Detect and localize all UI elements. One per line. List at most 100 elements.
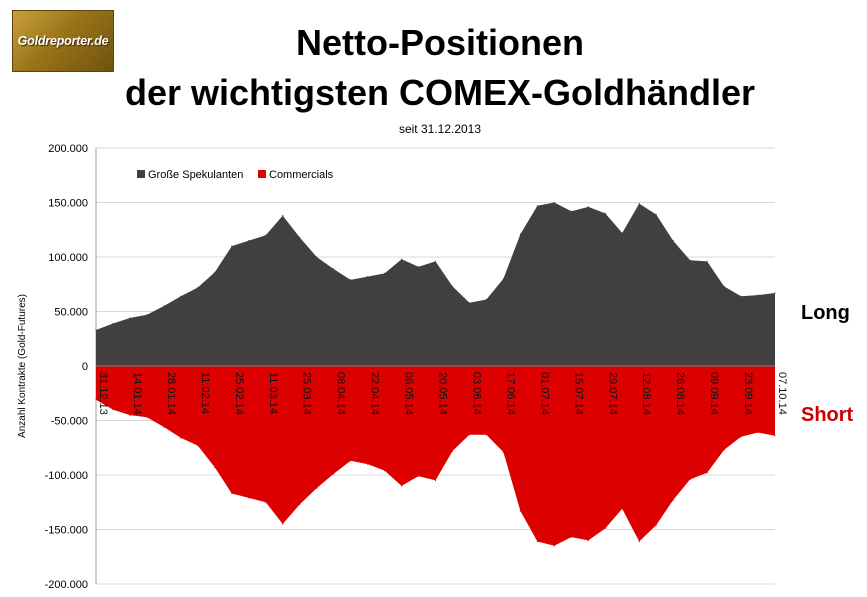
x-tick-label: 06.05.14 <box>403 372 415 415</box>
x-tick-label: 07.10.14 <box>776 372 788 415</box>
x-tick-label: 22.04.14 <box>369 372 381 415</box>
spekulanten-point <box>740 295 742 297</box>
x-tick-label: 17.06.14 <box>504 372 516 415</box>
commercials-point <box>621 508 623 510</box>
commercials-point <box>129 414 131 416</box>
y-tick-label: -100.000 <box>45 470 88 482</box>
commercials-point <box>265 501 267 503</box>
commercials-point <box>350 460 352 462</box>
y-tick-label: -50.000 <box>51 416 88 428</box>
spekulanten-point <box>587 206 589 208</box>
spekulanten-point <box>723 285 725 287</box>
spekulanten-point <box>112 322 114 325</box>
spekulanten-point <box>248 240 250 242</box>
spekulanten-point <box>180 295 182 297</box>
spekulanten-point <box>621 232 623 234</box>
spekulanten-point <box>638 203 640 205</box>
spekulanten-point <box>757 294 759 296</box>
legend-swatch-commercials <box>258 170 266 178</box>
spekulanten-point <box>95 329 97 331</box>
commercials-point <box>536 540 539 543</box>
commercials-point <box>434 479 437 481</box>
spekulanten-point <box>502 278 504 280</box>
y-tick-label: -150.000 <box>45 525 88 537</box>
logo-text: Goldreporter.de <box>17 34 109 48</box>
x-tick-label: 25.02.14 <box>233 372 245 415</box>
commercials-point <box>706 472 708 474</box>
commercials-point <box>570 536 572 538</box>
x-tick-label: 03.06.14 <box>470 372 482 415</box>
spekulanten-point <box>214 271 216 273</box>
y-tick-label: 100.000 <box>48 252 88 264</box>
spekulanten-point <box>129 317 131 319</box>
x-tick-label: 28.01.14 <box>165 372 177 415</box>
y-tick-label: 150.000 <box>48 198 88 210</box>
commercials-point <box>723 449 725 451</box>
commercials-point <box>655 524 657 526</box>
commercials-point <box>604 527 606 530</box>
spekulanten-point <box>570 210 572 212</box>
spekulanten-point <box>519 233 522 235</box>
spekulanten-point <box>401 258 403 260</box>
spekulanten-point <box>485 298 487 301</box>
spekulanten-point <box>417 266 420 268</box>
spekulanten-point <box>468 302 470 304</box>
x-tick-label: 11.03.14 <box>267 372 279 414</box>
x-tick-label: 11.02.14 <box>199 372 211 414</box>
spekulanten-point <box>333 268 335 270</box>
commercials-point <box>401 485 403 487</box>
x-tick-label: 15.07.14 <box>572 372 584 415</box>
commercials-point <box>553 545 555 547</box>
commercials-point <box>757 431 759 434</box>
spekulanten-point <box>231 245 233 247</box>
commercials-point <box>672 499 674 501</box>
legend-label-commercials: Commercials <box>269 169 334 181</box>
spekulanten-point <box>536 205 539 207</box>
chart-title-line2: der wichtigsten COMEX-Goldhändler <box>124 72 756 113</box>
commercials-point <box>231 492 233 495</box>
legend-swatch-spekulanten <box>137 170 145 178</box>
spekulanten-point <box>706 260 708 262</box>
commercials-point <box>638 540 640 543</box>
x-tick-label: 08.04.14 <box>335 372 347 415</box>
spekulanten-point <box>146 314 148 316</box>
spekulanten-point <box>265 234 267 236</box>
commercials-point <box>248 497 250 499</box>
short-label: Short <box>801 404 854 426</box>
commercials-point <box>384 470 386 472</box>
spekulanten-point <box>197 286 199 289</box>
commercials-point <box>214 466 216 468</box>
spekulanten-point <box>350 279 352 281</box>
spekulanten-point <box>655 213 657 216</box>
commercials-point <box>95 399 97 401</box>
legend-label-spekulanten: Große Spekulanten <box>148 169 243 181</box>
spekulanten-point <box>451 285 454 287</box>
x-tick-label: 23.09.14 <box>742 372 754 415</box>
commercials-point <box>163 426 165 428</box>
commercials-point <box>417 475 420 477</box>
chart-subtitle: seit 31.12.2013 <box>398 122 482 136</box>
goldreporter-logo: Goldreporter.de <box>12 10 114 72</box>
spekulanten-point <box>604 212 606 214</box>
spekulanten-point <box>282 215 284 217</box>
commercials-point <box>740 436 742 438</box>
commercials-point <box>502 451 504 453</box>
commercials-point <box>587 539 589 542</box>
x-tick-label: 01.07.14 <box>538 372 550 415</box>
spekulanten-area <box>96 202 775 366</box>
spekulanten-point <box>774 292 776 294</box>
commercials-point <box>333 473 335 475</box>
spekulanten-point <box>434 260 437 262</box>
commercials-point <box>774 435 776 437</box>
spekulanten-point <box>316 256 318 258</box>
y-tick-label: 0 <box>82 361 88 373</box>
spekulanten-point <box>367 276 369 278</box>
spekulanten-point <box>689 259 691 261</box>
commercials-point <box>519 510 522 512</box>
x-tick-label: 25.03.14 <box>301 372 313 415</box>
chart-title-line1: Netto-Positionen <box>296 22 584 63</box>
y-tick-label: -200.000 <box>45 579 88 591</box>
x-tick-label: 12.08.14 <box>640 372 652 415</box>
commercials-point <box>197 445 199 447</box>
